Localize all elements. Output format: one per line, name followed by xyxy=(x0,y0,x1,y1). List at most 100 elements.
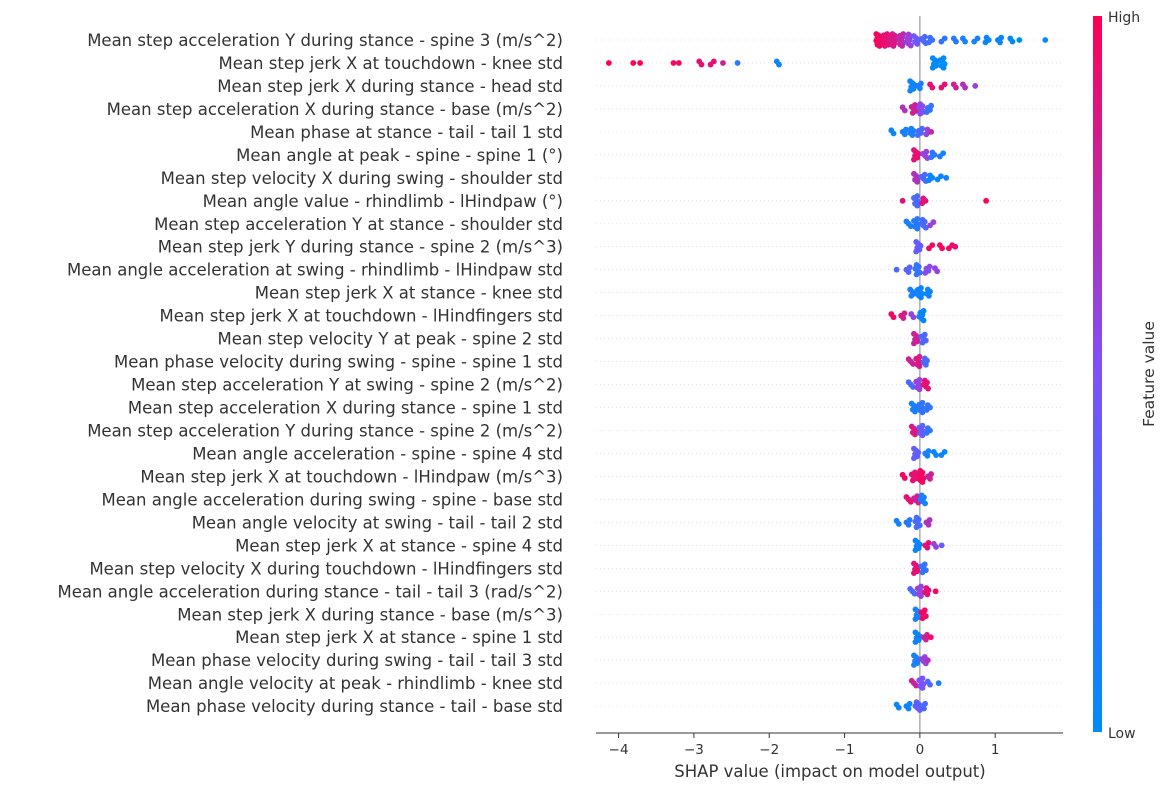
shap-point xyxy=(938,84,945,91)
shap-point xyxy=(911,340,917,347)
shap-point xyxy=(919,685,926,691)
feature-label: Mean step acceleration Y at stance - sho… xyxy=(154,215,563,234)
shap-point xyxy=(962,84,968,91)
shap-point xyxy=(911,570,917,577)
feature-label: Mean angle acceleration during swing - s… xyxy=(102,490,563,509)
shap-point xyxy=(912,431,918,438)
shap-point xyxy=(924,591,931,598)
row-gridlines xyxy=(596,39,1063,707)
shap-point xyxy=(927,475,933,482)
shap-point xyxy=(914,202,921,209)
feature-label: Mean angle value - rhindlimb - lHindpaw … xyxy=(203,192,563,211)
feature-label: Mean step jerk Y during stance - spine 2… xyxy=(158,238,563,257)
x-tick-label: −3 xyxy=(684,742,704,758)
shap-point xyxy=(920,317,927,324)
shap-point xyxy=(923,636,929,643)
shap-point xyxy=(923,429,930,436)
shap-point xyxy=(1042,37,1049,43)
shap-point xyxy=(927,222,933,229)
x-tick-label: 0 xyxy=(916,742,925,758)
shap-point xyxy=(916,85,923,92)
shap-point xyxy=(919,200,926,207)
feature-label: Mean step acceleration Y at swing - spin… xyxy=(131,376,563,395)
shap-point xyxy=(926,245,932,252)
shap-point xyxy=(918,593,924,599)
shap-point xyxy=(919,339,926,346)
shap-point xyxy=(911,156,917,163)
shap-point xyxy=(901,107,908,114)
feature-label: Mean step jerk X at touchdown - lHindpaw… xyxy=(140,467,563,486)
shap-point xyxy=(919,432,926,439)
x-axis-title: SHAP value (impact on model output) xyxy=(674,762,985,781)
shap-point xyxy=(912,408,918,415)
shap-point xyxy=(924,544,931,551)
shap-point xyxy=(720,60,726,66)
shap-point xyxy=(670,60,677,66)
shap-point xyxy=(605,60,612,66)
shap-point xyxy=(928,128,935,135)
shap-point xyxy=(895,521,902,527)
shap-point xyxy=(929,84,936,91)
feature-label: Mean step jerk X at stance - spine 4 std xyxy=(235,536,563,555)
shap-point xyxy=(914,178,921,185)
shap-point xyxy=(901,131,908,138)
shap-point xyxy=(913,271,920,278)
colorbar: High Low Feature value xyxy=(1093,10,1158,742)
shap-point xyxy=(675,60,682,66)
shap-point xyxy=(923,361,929,368)
shap-point xyxy=(910,361,916,367)
shap-point xyxy=(922,224,929,231)
feature-label: Mean step acceleration X during stance -… xyxy=(128,399,563,418)
shap-point xyxy=(982,39,989,46)
shap-point xyxy=(929,64,936,71)
feature-label: Mean phase velocity during stance - tail… xyxy=(146,697,563,716)
shap-point xyxy=(910,384,916,390)
shap-point xyxy=(919,479,926,485)
shap-point xyxy=(939,245,945,252)
feature-label: Mean step jerk X during stance - head st… xyxy=(217,77,563,96)
shap-point xyxy=(907,87,914,94)
shap-point xyxy=(905,521,912,528)
shap-point xyxy=(919,615,926,622)
shap-point xyxy=(932,588,939,595)
shap-point xyxy=(911,662,917,668)
feature-label: Mean angle acceleration - spine - spine … xyxy=(192,444,563,463)
shap-point xyxy=(630,60,637,66)
shap-point xyxy=(916,363,923,370)
shap-point xyxy=(935,680,942,687)
shap-point xyxy=(928,154,935,161)
x-tick-label: 1 xyxy=(991,742,1000,758)
colorbar-high-label: High xyxy=(1108,10,1140,26)
shap-point xyxy=(972,83,979,89)
shap-point xyxy=(983,197,990,204)
feature-label: Mean step acceleration X during stance -… xyxy=(107,100,563,119)
shap-point xyxy=(997,39,1003,46)
feature-label: Mean step jerk X during stance - base (m… xyxy=(177,605,563,624)
colorbar-gradient xyxy=(1093,16,1102,732)
shap-point xyxy=(917,110,924,117)
shap-point xyxy=(901,475,908,481)
shap-point xyxy=(953,84,959,91)
shap-point xyxy=(914,41,921,47)
feature-label: Mean angle acceleration at swing - rhind… xyxy=(67,261,563,280)
shap-point xyxy=(925,521,932,528)
shap-point xyxy=(927,681,933,688)
feature-label: Mean step jerk X at touchdown - knee std xyxy=(219,54,563,73)
feature-label: Mean angle at peak - spine - spine 1 (°) xyxy=(236,146,563,165)
shap-point xyxy=(971,38,978,45)
shap-point xyxy=(912,547,919,554)
shap-point xyxy=(890,130,897,137)
feature-label: Mean phase velocity during swing - tail … xyxy=(151,651,563,670)
shap-point xyxy=(698,61,705,68)
shap-point xyxy=(734,60,741,66)
shap-point xyxy=(910,314,917,321)
shap-point xyxy=(1016,37,1023,43)
shap-point xyxy=(913,524,920,531)
shap-point xyxy=(900,315,907,321)
shap-point xyxy=(926,177,932,184)
shap-point xyxy=(923,131,930,138)
shap-point xyxy=(907,223,914,230)
shap-point xyxy=(707,61,714,68)
x-axis: −4 −3 −2 −1 0 1 xyxy=(596,732,1063,758)
